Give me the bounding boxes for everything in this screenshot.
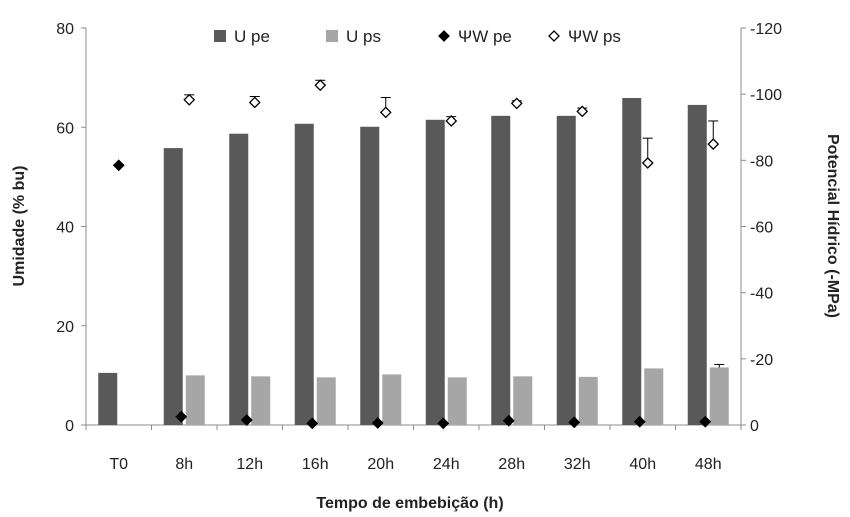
legend: U pe U ps ΨW pe ΨW ps <box>214 27 621 46</box>
bar-u-ps <box>644 368 664 425</box>
x-tick-label: 24h <box>433 456 460 473</box>
y-tick-label: 20 <box>56 319 74 336</box>
point-psiw-ps <box>379 106 392 119</box>
legend-label: U pe <box>234 27 270 46</box>
x-axis-title: Tempo de embebição (h) <box>316 495 503 512</box>
point-psiw-ps <box>707 138 720 151</box>
x-tick-label: 32h <box>564 456 591 473</box>
bar-u-pe <box>622 97 642 425</box>
y2-tick-label: -60 <box>750 220 773 237</box>
y2-tick-label: 0 <box>750 418 759 435</box>
bar-u-ps <box>316 377 336 425</box>
y-tick-label: 60 <box>56 120 74 137</box>
point-psiw-pe <box>240 414 253 426</box>
bar-u-ps <box>382 374 402 425</box>
bar-u-pe <box>360 126 380 425</box>
x-tick-label: 28h <box>498 456 525 473</box>
legend-marker <box>548 30 560 42</box>
point-psiw-pe <box>371 417 384 429</box>
bars <box>98 97 729 426</box>
y-tick-label: 40 <box>56 220 74 237</box>
point-psiw-pe <box>502 414 515 427</box>
bar-u-pe <box>294 123 314 426</box>
bar-u-pe <box>491 115 511 426</box>
x-tick-label: 20h <box>367 456 394 473</box>
legend-label: ΨW ps <box>568 27 621 46</box>
point-psiw-pe <box>437 417 450 430</box>
markers <box>112 79 720 430</box>
y2-tick-label: -120 <box>750 21 782 38</box>
point-psiw-pe <box>633 415 646 428</box>
bar-u-ps <box>447 377 467 425</box>
bar-u-ps <box>513 376 533 425</box>
legend-label: ΨW pe <box>458 27 512 46</box>
point-psiw-ps <box>314 79 327 92</box>
bar-u-ps <box>185 375 205 425</box>
y2-axis-title: Potencial Hídrico (-MPa) <box>824 134 841 318</box>
legend-swatch <box>214 30 226 42</box>
point-psiw-pe <box>568 416 581 429</box>
y2-tick-label: -40 <box>750 286 773 303</box>
y2-tick-label: -100 <box>750 87 782 104</box>
bar-u-pe <box>687 104 707 425</box>
point-psiw-pe <box>175 410 188 423</box>
x-tick-label: 48h <box>695 456 722 473</box>
point-psiw-ps <box>510 97 523 110</box>
bar-u-pe <box>163 148 183 425</box>
bar-u-ps <box>578 376 598 425</box>
legend-swatch <box>326 30 338 42</box>
x-tick-label: T0 <box>109 456 128 473</box>
bar-u-pe <box>98 372 118 425</box>
y2-tick-label: -80 <box>750 153 773 170</box>
x-tick-label: 12h <box>236 456 263 473</box>
y-tick-label: 80 <box>56 21 74 38</box>
point-psiw-ps <box>248 96 261 109</box>
point-psiw-pe <box>699 415 712 428</box>
bar-u-pe <box>229 133 249 426</box>
point-psiw-pe <box>306 417 319 430</box>
point-psiw-pe <box>112 159 125 172</box>
bar-u-ps <box>709 367 729 425</box>
x-tick-label: 8h <box>175 456 193 473</box>
x-tick-label: 16h <box>302 456 329 473</box>
bar-u-pe <box>556 115 576 426</box>
bar-u-pe <box>425 119 445 426</box>
point-psiw-ps <box>445 115 458 127</box>
y2-tick-label: -20 <box>750 352 773 369</box>
point-psiw-ps <box>576 105 589 118</box>
point-psiw-ps <box>641 157 654 169</box>
y-axis-title: Umidade (% bu) <box>11 166 28 287</box>
legend-marker <box>438 30 450 42</box>
point-psiw-ps <box>183 93 196 106</box>
tick-labels: 0 20 40 60 80 0 -20 -40 -60 -80 -100 -120 T0 8h 12h 16h… <box>56 21 782 473</box>
x-tick-label: 40h <box>629 456 656 473</box>
bar-u-ps <box>251 376 271 425</box>
y-tick-label: 0 <box>65 418 74 435</box>
legend-label: U ps <box>346 27 381 46</box>
